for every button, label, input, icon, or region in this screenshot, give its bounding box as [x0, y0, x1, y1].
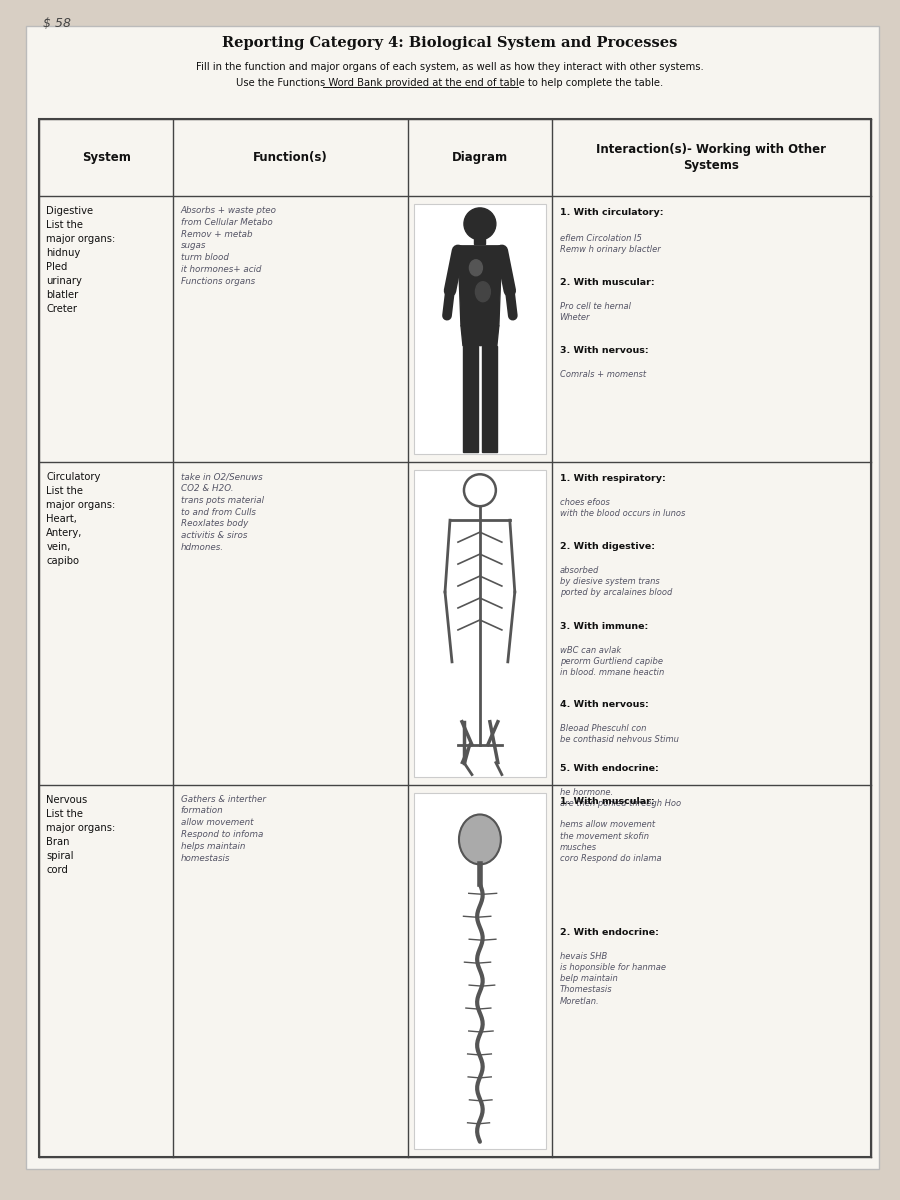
- Text: absorbed
by diesive system trans
ported by arcalaines blood: absorbed by diesive system trans ported …: [560, 566, 672, 598]
- Text: 1. With muscular:: 1. With muscular:: [560, 797, 654, 805]
- Text: Function(s): Function(s): [253, 151, 328, 164]
- Text: eflem Circolation I5
Remw h orinary blactler: eflem Circolation I5 Remw h orinary blac…: [560, 234, 661, 254]
- Polygon shape: [463, 346, 478, 452]
- Text: 1. With respiratory:: 1. With respiratory:: [560, 474, 665, 484]
- Text: 4. With nervous:: 4. With nervous:: [560, 700, 648, 709]
- Text: 2. With muscular:: 2. With muscular:: [560, 277, 654, 287]
- Polygon shape: [458, 246, 502, 325]
- Text: hems allow movement
the movement skofin
musches
coro Respond do inlama: hems allow movement the movement skofin …: [560, 821, 662, 863]
- Text: Use the Functions Word Bank provided at the end of table to help complete the ta: Use the Functions Word Bank provided at …: [237, 78, 663, 88]
- Bar: [40, 119, 870, 1157]
- Text: $ 58: $ 58: [43, 17, 71, 30]
- Text: Nervous
List the
major organs:
Bran
spiral
cord: Nervous List the major organs: Bran spir…: [46, 794, 115, 875]
- Text: Reporting Category 4: Biological System and Processes: Reporting Category 4: Biological System …: [222, 36, 678, 50]
- Text: Comrals + momenst: Comrals + momenst: [560, 370, 646, 378]
- Text: Fill in the function and major organs of each system, as well as how they intera: Fill in the function and major organs of…: [196, 62, 704, 72]
- Text: Digestive
List the
major organs:
hidnuy
Pled
urinary
blatler
Creter: Digestive List the major organs: hidnuy …: [46, 206, 115, 314]
- Polygon shape: [482, 346, 497, 452]
- Ellipse shape: [470, 259, 482, 276]
- Text: Absorbs + waste pteo
from Cellular Metabo
Remov + metab
sugas
turm blood
it horm: Absorbs + waste pteo from Cellular Metab…: [181, 206, 277, 286]
- Bar: [474, 222, 485, 244]
- Text: Circulatory
List the
major organs:
Heart,
Antery,
vein,
capibo: Circulatory List the major organs: Heart…: [46, 473, 115, 566]
- Circle shape: [464, 208, 496, 240]
- Text: wBC can avlak
perorm Gurtliend capibe
in blood. mmane heactin: wBC can avlak perorm Gurtliend capibe in…: [560, 646, 664, 677]
- Text: 1. With circulatory:: 1. With circulatory:: [560, 208, 663, 217]
- Text: 2. With digestive:: 2. With digestive:: [560, 542, 654, 551]
- Bar: [414, 470, 545, 776]
- Bar: [414, 204, 545, 455]
- Text: 3. With nervous:: 3. With nervous:: [560, 346, 648, 354]
- Text: Bleoad Phescuhl con
be conthasid nehvous Stimu: Bleoad Phescuhl con be conthasid nehvous…: [560, 724, 679, 744]
- Text: Diagram: Diagram: [452, 151, 508, 164]
- Ellipse shape: [459, 815, 500, 864]
- Circle shape: [464, 474, 496, 506]
- Text: Interaction(s)- Working with Other
Systems: Interaction(s)- Working with Other Syste…: [596, 143, 826, 172]
- Text: hevais SHB
is hoponsible for hanmae
belp maintain
Thomestasis
Moretlan.: hevais SHB is hoponsible for hanmae belp…: [560, 952, 666, 1006]
- Ellipse shape: [475, 282, 491, 301]
- Text: Gathers & interther
formation
allow movement
Respond to infoma
helps maintain
ho: Gathers & interther formation allow move…: [181, 794, 266, 863]
- Bar: [414, 792, 545, 1148]
- Text: take in O2/Senuws
CO2 & H2O.
trans pots material
to and from Culls
Reoxlates bod: take in O2/Senuws CO2 & H2O. trans pots …: [181, 473, 264, 552]
- Text: choes efoos
with the blood occurs in lunos: choes efoos with the blood occurs in lun…: [560, 498, 685, 518]
- Text: 2. With endocrine:: 2. With endocrine:: [560, 929, 659, 937]
- FancyBboxPatch shape: [26, 26, 878, 1169]
- Text: System: System: [82, 151, 130, 164]
- Text: 3. With immune:: 3. With immune:: [560, 622, 648, 631]
- Text: he hormone.
are then pohied threegh Hoo: he hormone. are then pohied threegh Hoo: [560, 787, 680, 808]
- Text: 5. With endocrine:: 5. With endocrine:: [560, 763, 659, 773]
- Polygon shape: [461, 325, 499, 346]
- Text: Pro cell te hernal
Wheter: Pro cell te hernal Wheter: [560, 301, 631, 322]
